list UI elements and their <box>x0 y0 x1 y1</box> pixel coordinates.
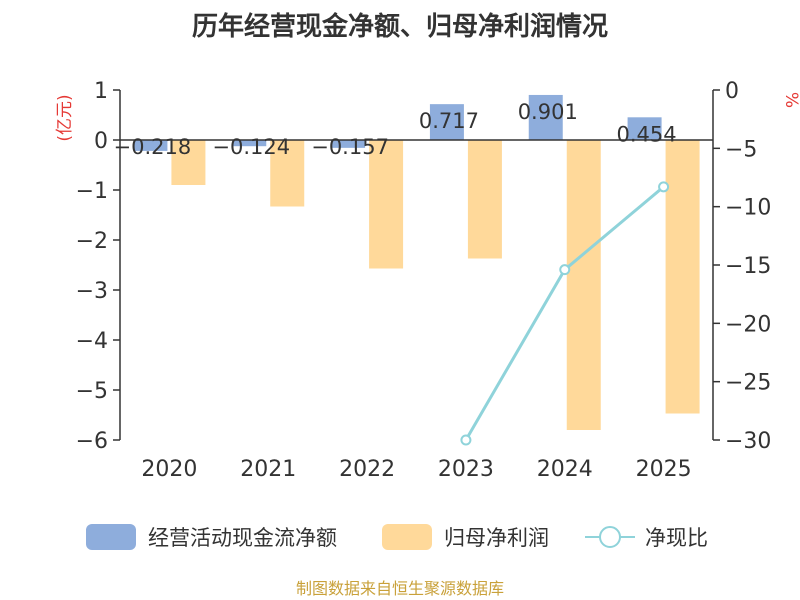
bar-netprofit-2024 <box>566 140 601 430</box>
tick-label-right-1: −5 <box>725 137 757 162</box>
y-axis-left-label: (亿元) <box>55 94 75 141</box>
category-label-2020: 2020 <box>141 457 197 482</box>
bar-netprofit-2023 <box>467 140 502 259</box>
tick-label-left-5: −4 <box>76 329 108 354</box>
tick-label-right-3: −15 <box>725 254 771 279</box>
bar-cashflow-2023 <box>429 104 464 140</box>
bar-netprofit-2022 <box>369 140 404 269</box>
tick-label-left-1: 0 <box>94 129 108 154</box>
data-label-cashflow-2021: −0.124 <box>212 135 290 159</box>
tick-label-left-3: −2 <box>76 229 108 254</box>
legend-item-ratio[interactable]: 净现比 <box>585 519 708 555</box>
category-label-2025: 2025 <box>636 457 692 482</box>
data-label-cashflow-2024: 0.901 <box>518 100 578 124</box>
tick-label-right-6: −30 <box>725 429 771 454</box>
legend-item-netprofit[interactable]: 归母净利润 <box>382 519 549 555</box>
bar-cashflow-2021 <box>232 140 267 147</box>
category-label-2021: 2021 <box>240 457 296 482</box>
data-label-cashflow-2025: 0.454 <box>617 122 677 146</box>
tick-label-right-0: 0 <box>725 79 739 104</box>
tick-label-left-0: 1 <box>94 79 108 104</box>
legend-line-ratio-icon <box>585 524 635 550</box>
category-label-2022: 2022 <box>339 457 395 482</box>
bar-netprofit-2020 <box>171 140 206 185</box>
category-label-2023: 2023 <box>438 457 494 482</box>
y-axis-right-label: % <box>781 92 800 108</box>
point-ratio-2025 <box>658 181 670 193</box>
data-label-cashflow-2023: 0.717 <box>419 109 479 133</box>
bar-netprofit-2021 <box>270 140 305 207</box>
tick-label-left-7: −6 <box>76 429 108 454</box>
bar-cashflow-2020 <box>133 140 168 151</box>
legend-swatch-cashflow <box>86 524 136 550</box>
legend: 经营活动现金流净额 归母净利润 净现比 <box>0 519 800 555</box>
tick-label-right-4: −20 <box>725 312 771 337</box>
chart-title: 历年经营现金净额、归母净利润情况 <box>191 12 608 42</box>
tick-label-left-2: −1 <box>76 179 108 204</box>
legend-label-cashflow: 经营活动现金流净额 <box>148 526 337 550</box>
bar-cashflow-2024 <box>528 94 563 140</box>
point-ratio-2023 <box>460 434 472 446</box>
bar-cashflow-2022 <box>331 140 366 148</box>
legend-item-cashflow[interactable]: 经营活动现金流净额 <box>86 519 337 555</box>
tick-label-right-5: −25 <box>725 371 771 396</box>
data-label-cashflow-2020: −0.218 <box>114 135 192 159</box>
legend-swatch-netprofit <box>382 524 432 550</box>
bar-cashflow-2025 <box>627 117 662 140</box>
legend-label-ratio: 净现比 <box>645 526 708 550</box>
category-label-2024: 2024 <box>537 457 593 482</box>
tick-label-left-4: −3 <box>76 279 108 304</box>
source-note: 制图数据来自恒生聚源数据库 <box>295 579 504 598</box>
tick-label-left-6: −5 <box>76 379 108 404</box>
data-label-cashflow-2022: −0.157 <box>311 135 389 159</box>
legend-label-netprofit: 归母净利润 <box>444 526 549 550</box>
tick-label-right-2: −10 <box>725 196 771 221</box>
bar-netprofit-2025 <box>665 140 700 414</box>
point-ratio-2024 <box>559 264 571 276</box>
